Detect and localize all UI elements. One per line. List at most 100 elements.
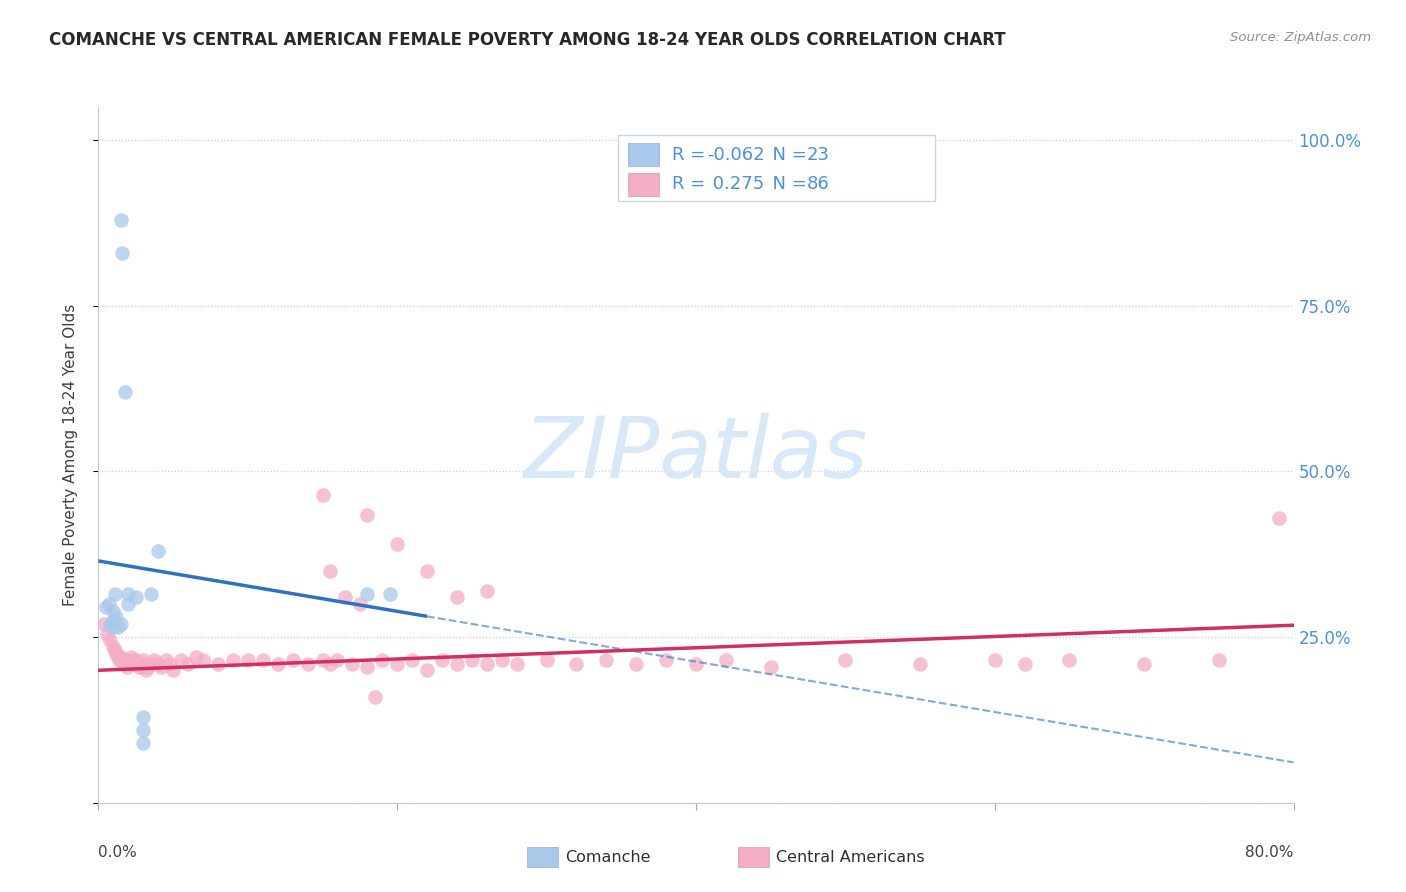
- Text: 80.0%: 80.0%: [1246, 845, 1294, 860]
- Point: [136, 660, 159, 674]
- Point: [281, 653, 304, 667]
- Point: [111, 653, 134, 667]
- Point: [1267, 511, 1289, 525]
- Point: [148, 544, 170, 558]
- Point: [714, 653, 737, 667]
- Point: [311, 653, 333, 667]
- Point: [98, 616, 122, 631]
- Text: R =: R =: [672, 145, 711, 164]
- Point: [121, 653, 143, 667]
- Point: [536, 653, 558, 667]
- Point: [110, 616, 132, 631]
- Point: [319, 657, 342, 671]
- Point: [162, 663, 184, 677]
- Point: [105, 610, 128, 624]
- Point: [139, 587, 162, 601]
- Point: [356, 587, 378, 601]
- Text: Source: ZipAtlas.com: Source: ZipAtlas.com: [1230, 31, 1371, 45]
- Text: ZIPatlas: ZIPatlas: [524, 413, 868, 497]
- Point: [333, 591, 356, 605]
- Point: [191, 653, 214, 667]
- Point: [135, 663, 157, 677]
- Point: [129, 657, 152, 671]
- Point: [148, 657, 170, 671]
- Point: [356, 660, 378, 674]
- Text: Comanche: Comanche: [565, 850, 651, 864]
- Point: [222, 653, 245, 667]
- Point: [1059, 653, 1081, 667]
- Point: [139, 657, 162, 671]
- Point: [114, 384, 136, 399]
- Point: [207, 657, 229, 671]
- Point: [236, 653, 259, 667]
- Point: [446, 591, 468, 605]
- Point: [506, 657, 529, 671]
- Point: [112, 657, 135, 671]
- Point: [115, 660, 138, 674]
- Text: 23: 23: [807, 145, 830, 164]
- Point: [131, 660, 153, 674]
- Point: [114, 657, 136, 671]
- Point: [117, 653, 139, 667]
- Point: [1208, 653, 1230, 667]
- Point: [104, 587, 127, 601]
- Point: [626, 657, 648, 671]
- Point: [124, 657, 146, 671]
- Point: [475, 583, 498, 598]
- Point: [132, 709, 155, 723]
- Point: [93, 616, 115, 631]
- Point: [595, 653, 617, 667]
- Text: R =: R =: [672, 176, 711, 194]
- Point: [655, 653, 678, 667]
- Point: [155, 653, 177, 667]
- Point: [104, 643, 127, 657]
- Point: [103, 614, 125, 628]
- Point: [132, 653, 155, 667]
- Point: [132, 736, 155, 750]
- Point: [461, 653, 484, 667]
- Text: N =: N =: [761, 145, 813, 164]
- Point: [475, 657, 498, 671]
- Point: [117, 587, 139, 601]
- Point: [342, 657, 364, 671]
- Point: [184, 650, 207, 665]
- Point: [103, 640, 125, 654]
- Point: [378, 587, 401, 601]
- Text: COMANCHE VS CENTRAL AMERICAN FEMALE POVERTY AMONG 18-24 YEAR OLDS CORRELATION CH: COMANCHE VS CENTRAL AMERICAN FEMALE POVE…: [49, 31, 1005, 49]
- Point: [103, 604, 125, 618]
- Point: [177, 657, 200, 671]
- Point: [416, 663, 439, 677]
- Point: [385, 537, 409, 551]
- Point: [371, 653, 394, 667]
- Point: [134, 657, 156, 671]
- Point: [118, 657, 141, 671]
- Point: [446, 657, 468, 671]
- Point: [984, 653, 1007, 667]
- Point: [430, 653, 453, 667]
- Point: [94, 600, 117, 615]
- Point: [110, 212, 132, 227]
- Point: [98, 633, 122, 648]
- Point: [125, 591, 148, 605]
- Point: [142, 653, 165, 667]
- Point: [908, 657, 931, 671]
- Point: [159, 657, 181, 671]
- Text: -0.062: -0.062: [707, 145, 765, 164]
- Point: [117, 597, 139, 611]
- Y-axis label: Female Poverty Among 18-24 Year Olds: Female Poverty Among 18-24 Year Olds: [63, 304, 77, 606]
- Point: [169, 653, 191, 667]
- Point: [111, 245, 134, 260]
- Point: [834, 653, 856, 667]
- Point: [385, 657, 409, 671]
- Point: [297, 657, 319, 671]
- Point: [150, 660, 173, 674]
- Text: 0.275: 0.275: [707, 176, 765, 194]
- Text: Central Americans: Central Americans: [776, 850, 925, 864]
- Point: [1014, 657, 1036, 671]
- Point: [127, 657, 149, 671]
- Point: [105, 647, 128, 661]
- Point: [101, 620, 124, 634]
- Point: [110, 650, 132, 665]
- Point: [759, 660, 782, 674]
- Point: [491, 653, 513, 667]
